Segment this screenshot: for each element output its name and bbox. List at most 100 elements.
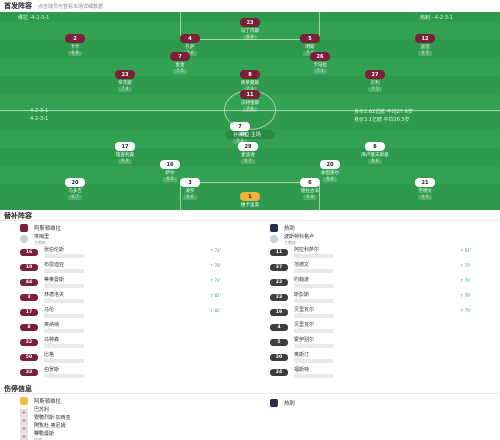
player-name: 迪涅	[420, 45, 430, 50]
home-team-label: 维拉 ·4-2-3-1	[18, 15, 50, 21]
player-number: 1	[240, 192, 260, 201]
player-number: 19	[270, 308, 288, 316]
away-player[interactable]: 3 波罗 6.6	[160, 178, 220, 200]
home-player[interactable]: 12 迪涅 6.7	[395, 34, 455, 56]
player-name: 奥斯汀	[294, 351, 310, 358]
player-name: 罗杰斯	[118, 81, 132, 86]
penalty-box-top	[180, 12, 320, 40]
player-name: 乌多吉	[68, 189, 82, 194]
sub-in-time: ↑ 78'	[210, 263, 221, 268]
page-subtitle: 点击球员可查看本场详细数据	[38, 3, 104, 10]
player-name: 张伯伦斯	[44, 246, 65, 253]
player-name: 孙兴慜	[233, 133, 247, 138]
player-name: 安德烈斯·加西亚	[34, 415, 71, 421]
player-name: 本坦库尔	[320, 171, 340, 176]
home-player-gk[interactable]: 23 马丁内斯 6.8	[220, 18, 280, 40]
away-team-badge-icon	[270, 398, 278, 407]
player-number: 12	[415, 34, 435, 43]
home-player[interactable]: 2 卡什 6.9	[45, 34, 105, 56]
rating-bar	[44, 299, 84, 303]
player-name: 贝里瓦尔	[294, 321, 315, 328]
player-number: 6	[300, 178, 320, 187]
player-name: 库卢塞夫斯基	[361, 153, 389, 158]
rating-bar	[294, 269, 334, 273]
player-number: 5	[300, 34, 320, 43]
player-number: 22	[270, 278, 288, 286]
player-name: 奥纳纳	[44, 321, 60, 328]
player-name: 维卡里奥	[240, 203, 260, 208]
away-player[interactable]: 17 理查利森 6.9	[95, 142, 155, 164]
player-number: 29	[238, 142, 258, 151]
home-coach[interactable]: 埃梅里 主教练	[20, 234, 49, 245]
player-rating: 7.2	[232, 139, 248, 144]
away-team-label: 热刺 · 4-2-3-1	[420, 15, 453, 21]
player-rating: 6.8	[302, 195, 318, 200]
player-name: 贝里瓦尔	[294, 306, 315, 313]
home-player[interactable]: 4 孔萨 7.0	[160, 34, 220, 56]
home-team-badge-icon	[20, 396, 28, 405]
player-number: 7	[230, 122, 250, 131]
player-rating: 6.9	[117, 159, 133, 164]
rating-bar	[44, 344, 84, 348]
player-number: 4	[180, 34, 200, 43]
away-player[interactable]: 20 乌多吉 6.7	[45, 178, 105, 200]
rating-bar	[294, 359, 334, 363]
coach-name: 波斯特科格卢	[284, 233, 315, 240]
injury-item[interactable]: + 蒂勒曼斯 伤病	[20, 431, 54, 440]
home-player[interactable]: 11 沃特金斯 7.6	[220, 90, 280, 112]
rating-bar	[44, 329, 84, 333]
player-rating: 6.7	[417, 51, 433, 56]
player-name: 约翰逊	[294, 276, 310, 283]
away-player[interactable]: 16 萨尔 6.5	[140, 160, 200, 182]
home-player[interactable]: 8 蒂莱曼斯 7.2	[220, 70, 280, 92]
away-coach[interactable]: 波斯特科格卢 主教练	[270, 233, 315, 245]
rating-bar	[294, 314, 334, 318]
away-player[interactable]: 21 范德文 6.9	[395, 178, 455, 200]
player-number: 44	[20, 278, 38, 286]
subs-section-title: 替补阵容	[4, 212, 32, 220]
player-rating: 7.0	[182, 51, 198, 56]
player-number: 30	[270, 353, 288, 361]
player-number: 8	[20, 323, 38, 331]
home-player[interactable]: 5 明斯 7.3	[280, 34, 340, 56]
player-number: 11	[270, 248, 288, 256]
player-number: 24	[270, 368, 288, 376]
player-name: 德拉古辛	[300, 189, 320, 194]
rating-bar	[294, 254, 334, 258]
away-player[interactable]: 20 本坦库尔 6.4	[300, 160, 360, 182]
sub-in-time: ↑ 70'	[460, 278, 471, 283]
home-team-name: 阿斯顿维拉	[34, 398, 61, 405]
player-number: 23	[115, 70, 135, 79]
home-player[interactable]: 7 麦金 7.5	[150, 52, 210, 74]
injury-icon: +	[20, 416, 28, 425]
home-player[interactable]: 23 罗杰斯 7.4	[95, 70, 155, 92]
pitch: 维拉 ·4-2-3-1 热刺 · 4-2-3-1 4-2-3-1 4-2-3-1…	[0, 12, 500, 210]
player-number: 22	[20, 338, 38, 346]
injury-item[interactable]: + 安德烈斯·加西亚 伤病	[20, 415, 71, 426]
player-rating: 7.4	[117, 87, 133, 92]
player-number: 3	[180, 178, 200, 187]
injury-item[interactable]: + 阿瓦杜·奥尼姆 伤病	[20, 423, 66, 434]
sub-in-time: ↑ 70'	[460, 263, 471, 268]
away-player[interactable]: 29 麦迪逊 6.7	[218, 142, 278, 164]
player-number: 37	[270, 263, 288, 271]
away-player[interactable]: 6 德拉古辛 6.8	[280, 178, 340, 200]
player-number: 4	[270, 323, 288, 331]
rating-bar	[44, 284, 84, 288]
rating-bar	[294, 374, 334, 378]
player-name: 马丁内斯	[240, 29, 260, 34]
player-number: 23	[270, 293, 288, 301]
home-team-name: 阿斯顿维拉	[34, 225, 61, 232]
away-player[interactable]: 7 孙兴慜 7.2	[210, 122, 270, 144]
home-player[interactable]: 27 贝利 7.1	[345, 70, 405, 92]
away-player[interactable]: 8 库卢塞夫斯基 6.6	[345, 142, 405, 164]
home-player[interactable]: 26 卡马拉 7.1	[290, 52, 350, 74]
player-number: 17	[115, 142, 135, 151]
player-name: 萨尔	[165, 171, 175, 176]
player-number: 11	[240, 90, 260, 99]
away-player-gk[interactable]: 1 维卡里奥	[220, 192, 280, 208]
injury-item[interactable]: + 巴苏利 伤病	[20, 407, 49, 418]
player-number: 5	[270, 338, 288, 346]
player-name: 马特森	[44, 336, 60, 343]
player-number: 16	[20, 248, 38, 256]
